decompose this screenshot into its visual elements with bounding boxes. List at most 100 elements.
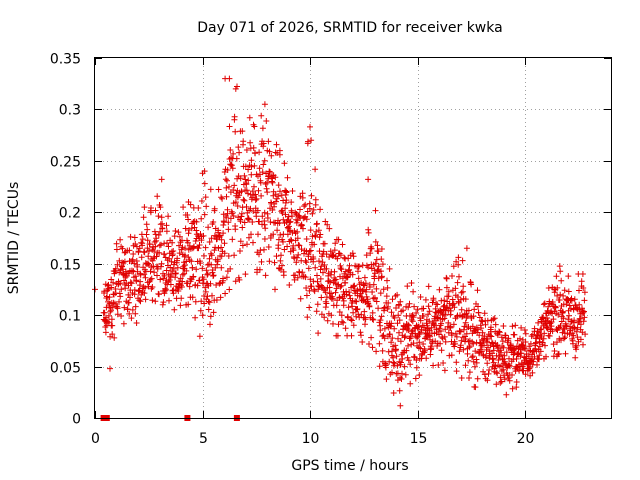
data-point	[209, 292, 215, 299]
data-point	[261, 101, 268, 108]
data-point	[163, 286, 170, 293]
data-point	[175, 229, 182, 236]
data-point	[277, 188, 283, 195]
data-point	[512, 322, 519, 329]
data-point	[205, 224, 212, 231]
data-point	[260, 140, 267, 147]
data-point	[373, 285, 380, 292]
data-point	[303, 292, 310, 299]
data-point	[256, 218, 263, 225]
data-point	[231, 252, 238, 259]
data-point	[488, 339, 495, 346]
data-point	[205, 298, 212, 305]
data-point	[280, 238, 286, 245]
data-point	[234, 203, 241, 209]
data-point	[288, 199, 295, 206]
data-point	[132, 310, 139, 317]
data-point	[283, 189, 290, 196]
data-point	[267, 219, 274, 225]
data-point	[272, 286, 278, 293]
data-point	[295, 251, 302, 258]
data-point	[346, 292, 353, 299]
data-point	[570, 340, 576, 347]
data-point	[270, 231, 277, 238]
data-point	[362, 280, 369, 287]
data-point	[498, 334, 505, 341]
data-point	[312, 166, 319, 173]
data-point	[474, 287, 481, 294]
data-point	[497, 379, 504, 386]
data-point	[181, 262, 188, 269]
data-point	[228, 162, 235, 169]
data-point	[461, 323, 468, 330]
data-point	[331, 277, 338, 284]
data-point	[223, 184, 230, 191]
data-point	[455, 299, 462, 306]
data-point	[318, 263, 325, 270]
data-point	[258, 192, 265, 199]
data-point	[316, 234, 323, 241]
data-point	[450, 263, 457, 270]
data-point	[437, 340, 444, 347]
data-point	[221, 250, 228, 257]
data-point	[241, 197, 248, 204]
data-point	[373, 298, 380, 305]
data-point	[137, 278, 144, 285]
data-point	[296, 242, 303, 249]
data-point	[377, 327, 384, 334]
data-point	[386, 358, 393, 365]
data-point	[166, 297, 172, 304]
data-point	[500, 344, 507, 351]
data-point	[180, 204, 187, 211]
data-point	[425, 283, 432, 290]
data-point	[199, 265, 206, 272]
data-point	[148, 275, 155, 282]
data-point	[327, 279, 334, 285]
data-point	[416, 339, 423, 346]
data-point	[468, 281, 475, 288]
data-point	[156, 249, 163, 256]
data-point	[237, 175, 244, 182]
data-point	[324, 317, 331, 324]
data-point	[338, 282, 345, 289]
data-point	[142, 296, 149, 303]
data-point	[440, 360, 447, 366]
data-point	[289, 188, 296, 194]
data-point	[108, 307, 114, 314]
data-point	[451, 304, 458, 311]
data-point	[107, 308, 114, 315]
data-point	[395, 312, 402, 319]
data-point	[410, 288, 417, 295]
data-point	[143, 231, 150, 238]
data-point	[256, 149, 263, 156]
data-point	[438, 320, 445, 327]
data-point	[447, 307, 454, 314]
data-point	[570, 332, 577, 339]
data-point	[334, 332, 341, 339]
data-point	[407, 335, 414, 341]
data-point	[102, 329, 109, 336]
data-point	[470, 313, 477, 320]
data-point	[256, 165, 263, 172]
data-point	[298, 246, 305, 253]
data-point	[426, 318, 433, 325]
data-point	[484, 377, 491, 384]
data-point	[377, 290, 384, 297]
data-point	[573, 342, 580, 349]
data-point	[179, 271, 186, 278]
data-point	[404, 283, 411, 290]
data-point	[394, 291, 401, 298]
data-point	[230, 150, 237, 157]
data-point	[472, 348, 479, 355]
data-point	[119, 245, 126, 252]
data-point	[127, 233, 134, 240]
data-point	[182, 252, 188, 259]
data-point	[113, 240, 120, 247]
data-point	[308, 283, 315, 290]
data-point	[430, 362, 437, 369]
data-point	[383, 376, 390, 383]
data-point	[485, 370, 492, 377]
data-point	[472, 384, 479, 391]
data-point	[435, 362, 442, 368]
data-point	[102, 281, 109, 288]
